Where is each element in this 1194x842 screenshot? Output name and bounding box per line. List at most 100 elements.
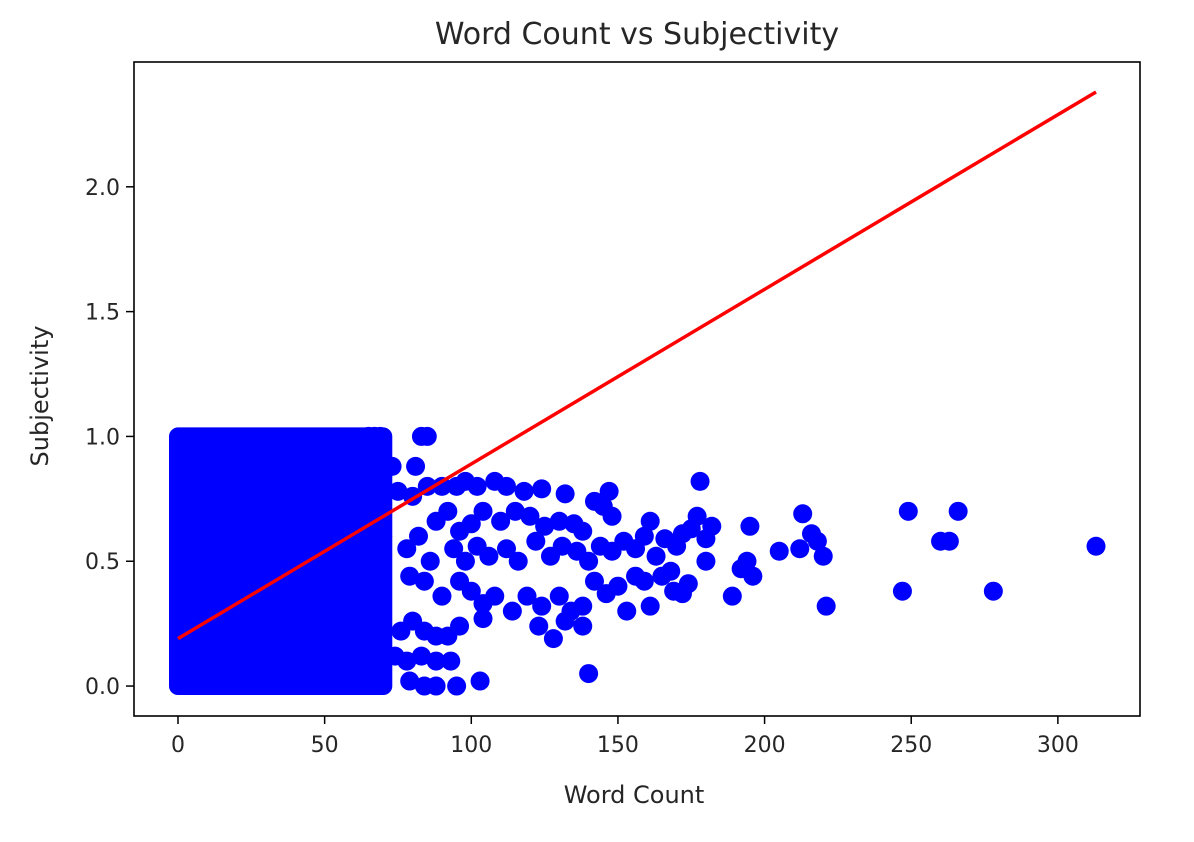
scatter-point xyxy=(426,651,446,671)
scatter-point xyxy=(532,596,552,616)
scatter-point xyxy=(634,571,654,591)
scatter-point xyxy=(455,551,475,571)
scatter-point xyxy=(400,566,420,586)
scatter-point xyxy=(652,566,672,586)
y-tick-label: 0.5 xyxy=(85,550,120,575)
scatter-point xyxy=(441,651,461,671)
scatter-point xyxy=(370,426,390,446)
scatter-point xyxy=(646,546,666,566)
scatter-point xyxy=(450,616,470,636)
x-tick-label: 0 xyxy=(171,733,185,758)
scatter-point xyxy=(406,456,426,476)
scatter-point xyxy=(793,504,813,524)
scatter-point xyxy=(496,476,516,496)
scatter-point xyxy=(634,526,654,546)
scatter-point xyxy=(939,531,959,551)
y-tick-label: 1.5 xyxy=(85,301,120,326)
scatter-point xyxy=(579,551,599,571)
scatter-point xyxy=(702,516,722,536)
scatter-point xyxy=(790,539,810,559)
scatter-point xyxy=(420,551,440,571)
scatter-point xyxy=(461,581,481,601)
scatter-point xyxy=(573,616,593,636)
scatter-point xyxy=(411,646,431,666)
y-tick-label: 1.0 xyxy=(85,425,120,450)
scatter-point xyxy=(508,551,528,571)
scatter-point xyxy=(473,501,493,521)
scatter-point xyxy=(696,551,716,571)
scatter-point xyxy=(444,539,464,559)
scatter-point xyxy=(599,481,619,501)
scatter-point xyxy=(1086,536,1106,556)
scatter-point xyxy=(485,586,505,606)
x-tick-label: 100 xyxy=(450,733,492,758)
scatter-point xyxy=(584,571,604,591)
scatter-point xyxy=(502,601,522,621)
scatter-point xyxy=(722,586,742,606)
scatter-point xyxy=(535,516,555,536)
x-axis-label: Word Count xyxy=(564,781,705,809)
scatter-point xyxy=(514,481,534,501)
scatter-point xyxy=(579,664,599,684)
scatter-point xyxy=(892,581,912,601)
scatter-point xyxy=(983,581,1003,601)
scatter-point xyxy=(769,541,789,561)
scatter-point xyxy=(898,501,918,521)
chart-title: Word Count vs Subjectivity xyxy=(435,17,839,52)
scatter-point xyxy=(529,616,549,636)
plot-area xyxy=(168,90,1106,696)
scatter-point xyxy=(813,546,833,566)
scatter-point xyxy=(602,506,622,526)
scatter-point xyxy=(447,676,467,696)
trend-line xyxy=(177,90,1097,641)
scatter-point xyxy=(417,426,437,446)
scatter-point xyxy=(640,596,660,616)
scatter-point xyxy=(948,501,968,521)
scatter-point xyxy=(737,551,757,571)
scatter-point xyxy=(438,501,458,521)
scatter-point xyxy=(608,576,628,596)
scatter-point xyxy=(807,531,827,551)
scatter-point xyxy=(555,484,575,504)
y-axis-label: Subjectivity xyxy=(26,326,54,467)
scatter-point xyxy=(388,481,408,501)
scatter-point xyxy=(473,609,493,629)
scatter-point xyxy=(549,586,569,606)
x-tick-label: 200 xyxy=(744,733,786,758)
scatter-point xyxy=(526,531,546,551)
scatter-point xyxy=(617,601,637,621)
y-tick-label: 2.0 xyxy=(85,176,120,201)
scatter-point xyxy=(678,574,698,594)
scatter-point xyxy=(687,506,707,526)
x-tick-label: 250 xyxy=(890,733,932,758)
scatter-point xyxy=(552,536,572,556)
scatter-point xyxy=(517,586,537,606)
scatter-point xyxy=(520,506,540,526)
scatter-point xyxy=(690,471,710,491)
scatter-point xyxy=(479,546,499,566)
scatter-point xyxy=(496,539,516,559)
scatter-point xyxy=(397,539,417,559)
scatter-point xyxy=(555,611,575,631)
x-tick-label: 50 xyxy=(311,733,339,758)
y-axis: 0.0 0.5 1.0 1.5 2.0 xyxy=(85,176,134,700)
scatter-point xyxy=(543,629,563,649)
scatter-point xyxy=(505,501,525,521)
scatter-point xyxy=(573,521,593,541)
dense-point-cloud xyxy=(168,427,393,696)
scatter-point xyxy=(743,566,763,586)
x-axis: 0 50 100 150 200 250 300 xyxy=(171,716,1079,758)
y-tick-label: 0.0 xyxy=(85,675,120,700)
scatter-point xyxy=(549,511,569,531)
scatter-point xyxy=(432,586,452,606)
x-tick-label: 150 xyxy=(597,733,639,758)
scatter-point xyxy=(532,479,552,499)
scatter-point xyxy=(414,571,434,591)
scatter-point xyxy=(461,514,481,534)
scatter-point xyxy=(816,596,836,616)
scatter-point xyxy=(408,526,428,546)
axes-frame xyxy=(133,61,1141,717)
scatter-point xyxy=(740,516,760,536)
scatter-point xyxy=(397,651,417,671)
